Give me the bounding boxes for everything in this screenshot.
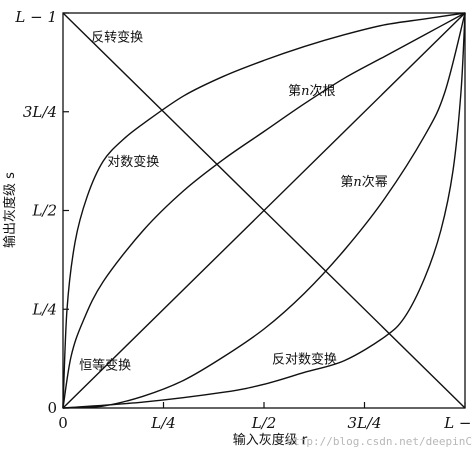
x-tick-label-2: L/2	[251, 414, 277, 432]
y-tick-label-2: L/2	[31, 202, 57, 220]
x-tick-label-3: 3L/4	[347, 414, 381, 432]
y-axis-title: 输出灰度级 s	[2, 172, 18, 248]
watermark: http://blog.csdn.net/deepinC	[287, 435, 472, 448]
x-tick-label-4: L − 1	[443, 414, 474, 432]
curve-2	[62, 12, 466, 409]
curve-label-4: 恒等变换	[79, 358, 131, 374]
curve-5	[62, 12, 466, 409]
x-tick-label-0: 0	[58, 414, 68, 432]
curve-label-0: 反转变换	[91, 30, 143, 46]
y-tick-label-1: L/4	[31, 300, 57, 318]
curve-4	[62, 12, 466, 409]
curve-label-1: 对数变换	[107, 154, 159, 170]
x-axis-title: 输入灰度级 r	[233, 432, 308, 448]
curve-label-2: 第n次根	[288, 83, 335, 99]
curves-layer	[62, 12, 466, 409]
y-tick-label-3: 3L/4	[23, 103, 57, 121]
y-tick-label-0: 0	[47, 399, 57, 417]
curve-3	[62, 12, 466, 409]
curve-label-3: 第n次幂	[340, 174, 387, 190]
curve-label-5: 反对数变换	[272, 352, 337, 368]
axes-layer: 0 L/4 L/2 3L/4 L − 1 0 L/4 L/2 3L/4 L − 1	[14, 8, 474, 432]
curve-1	[62, 12, 466, 409]
y-tick-label-4: L − 1	[14, 8, 57, 26]
x-tick-label-1: L/4	[150, 414, 176, 432]
